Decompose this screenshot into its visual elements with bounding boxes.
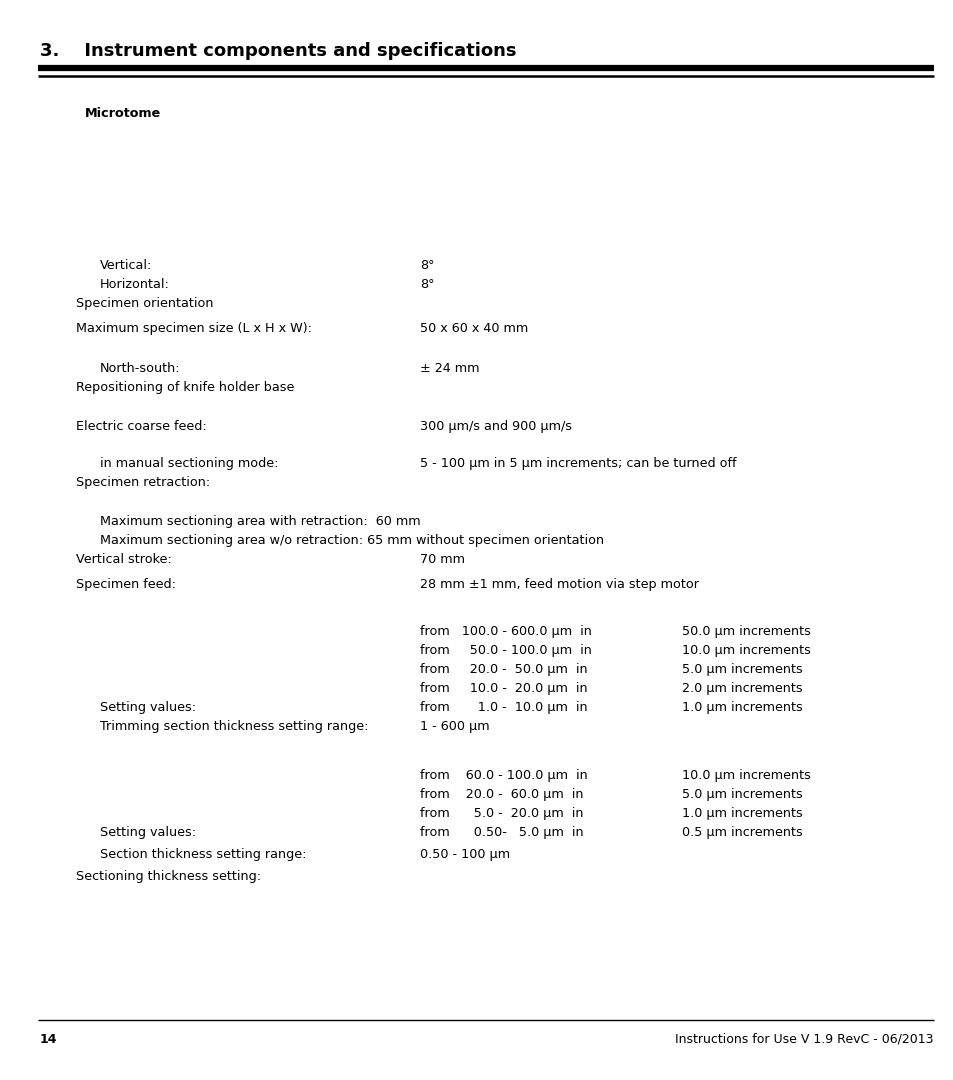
Text: in manual sectioning mode:: in manual sectioning mode: <box>100 457 278 470</box>
Text: Specimen orientation: Specimen orientation <box>76 297 213 310</box>
Text: Repositioning of knife holder base: Repositioning of knife holder base <box>76 381 294 394</box>
Text: 5.0 μm increments: 5.0 μm increments <box>681 788 802 801</box>
Text: 300 μm/s and 900 μm/s: 300 μm/s and 900 μm/s <box>419 420 571 433</box>
Text: 2.0 μm increments: 2.0 μm increments <box>681 681 801 696</box>
Text: Vertical:: Vertical: <box>100 259 152 272</box>
Text: Vertical stroke:: Vertical stroke: <box>76 553 172 566</box>
Text: 10.0 μm increments: 10.0 μm increments <box>681 769 810 782</box>
Text: from     10.0 -  20.0 μm  in: from 10.0 - 20.0 μm in <box>419 681 587 696</box>
Text: 1 - 600 μm: 1 - 600 μm <box>419 720 489 733</box>
Text: from     50.0 - 100.0 μm  in: from 50.0 - 100.0 μm in <box>419 644 591 657</box>
Text: Maximum sectioning area with retraction:  60 mm: Maximum sectioning area with retraction:… <box>100 515 420 528</box>
Text: 5 - 100 μm in 5 μm increments; can be turned off: 5 - 100 μm in 5 μm increments; can be tu… <box>419 457 736 470</box>
Text: Instructions for Use V 1.9 RevC - 06/2013: Instructions for Use V 1.9 RevC - 06/201… <box>675 1032 933 1047</box>
Text: Electric coarse feed:: Electric coarse feed: <box>76 420 207 433</box>
Text: from       1.0 -  10.0 μm  in: from 1.0 - 10.0 μm in <box>419 701 587 714</box>
Text: Specimen feed:: Specimen feed: <box>76 578 176 591</box>
Text: 28 mm ±1 mm, feed motion via step motor: 28 mm ±1 mm, feed motion via step motor <box>419 578 698 591</box>
Text: 10.0 μm increments: 10.0 μm increments <box>681 644 810 657</box>
Text: 0.50 - 100 μm: 0.50 - 100 μm <box>419 848 509 861</box>
Text: Maximum sectioning area w/o retraction: 65 mm without specimen orientation: Maximum sectioning area w/o retraction: … <box>100 534 603 546</box>
Text: 5.0 μm increments: 5.0 μm increments <box>681 663 802 676</box>
Text: Microtome: Microtome <box>85 107 161 120</box>
Text: 3.    Instrument components and specifications: 3. Instrument components and specificati… <box>40 42 516 60</box>
Text: 8°: 8° <box>419 259 434 272</box>
Text: Horizontal:: Horizontal: <box>100 278 170 291</box>
Text: 8°: 8° <box>419 278 434 291</box>
Text: from      0.50-   5.0 μm  in: from 0.50- 5.0 μm in <box>419 826 583 839</box>
Text: North-south:: North-south: <box>100 362 181 375</box>
Text: Setting values:: Setting values: <box>100 826 196 839</box>
Text: 1.0 μm increments: 1.0 μm increments <box>681 807 802 820</box>
Text: from    60.0 - 100.0 μm  in: from 60.0 - 100.0 μm in <box>419 769 587 782</box>
Text: 0.5 μm increments: 0.5 μm increments <box>681 826 802 839</box>
Text: 50 x 60 x 40 mm: 50 x 60 x 40 mm <box>419 322 527 335</box>
Text: from      5.0 -  20.0 μm  in: from 5.0 - 20.0 μm in <box>419 807 582 820</box>
Text: Maximum specimen size (L x H x W):: Maximum specimen size (L x H x W): <box>76 322 312 335</box>
Text: 70 mm: 70 mm <box>419 553 464 566</box>
Text: Trimming section thickness setting range:: Trimming section thickness setting range… <box>100 720 368 733</box>
Text: 50.0 μm increments: 50.0 μm increments <box>681 625 810 638</box>
Text: from    20.0 -  60.0 μm  in: from 20.0 - 60.0 μm in <box>419 788 582 801</box>
Text: 14: 14 <box>40 1032 57 1047</box>
Text: from   100.0 - 600.0 μm  in: from 100.0 - 600.0 μm in <box>419 625 591 638</box>
Text: Setting values:: Setting values: <box>100 701 196 714</box>
Text: Sectioning thickness setting:: Sectioning thickness setting: <box>76 870 261 883</box>
Text: from     20.0 -  50.0 μm  in: from 20.0 - 50.0 μm in <box>419 663 587 676</box>
Text: Section thickness setting range:: Section thickness setting range: <box>100 848 306 861</box>
Text: 1.0 μm increments: 1.0 μm increments <box>681 701 802 714</box>
Text: Specimen retraction:: Specimen retraction: <box>76 476 211 489</box>
Text: ± 24 mm: ± 24 mm <box>419 362 478 375</box>
